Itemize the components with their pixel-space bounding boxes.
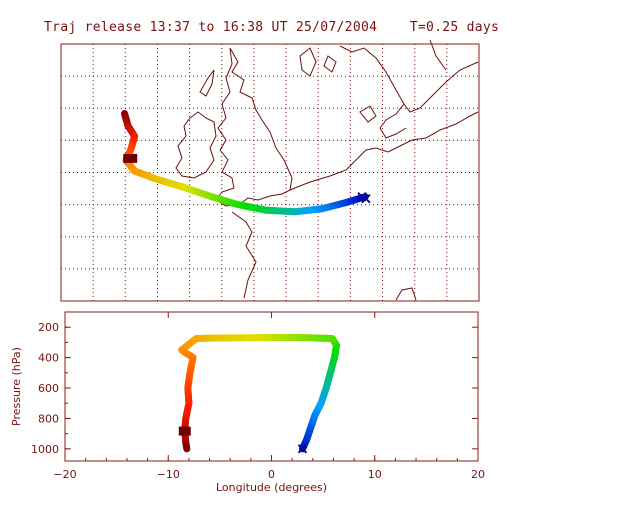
x-tick-label: 20 [471, 468, 485, 481]
coastline [429, 39, 447, 71]
coastline [231, 211, 257, 299]
coastline [323, 55, 337, 73]
coastline [359, 105, 377, 123]
x-tick-label: 0 [268, 468, 275, 481]
y-tick-label: 200 [38, 321, 59, 334]
coastline [395, 287, 417, 301]
coastline [379, 103, 407, 139]
x-axis-label: Longitude (degrees) [216, 481, 327, 494]
y-axis-label: Pressure (hPa) [10, 347, 23, 426]
coastline [175, 111, 217, 179]
coastline [199, 69, 215, 97]
y-tick-label: 1000 [31, 443, 59, 456]
map-frame [60, 43, 480, 302]
y-tick-label: 800 [38, 412, 59, 425]
x-tick-label: −10 [157, 468, 180, 481]
profile-start-marker [297, 444, 308, 454]
coastline [299, 47, 317, 77]
coastline [339, 45, 479, 113]
y-tick-label: 400 [38, 352, 59, 365]
map-start-marker [361, 193, 371, 204]
coastline [289, 111, 479, 191]
chart-title: Traj release 13:37 to 16:38 UT 25/07/200… [44, 20, 500, 35]
map-start-marker [357, 191, 367, 202]
x-tick-label: 10 [368, 468, 382, 481]
map-end-marker [123, 153, 138, 163]
y-tick-label: 600 [38, 382, 59, 395]
coastline [215, 47, 293, 207]
profile-end-marker [178, 426, 191, 436]
x-tick-label: −20 [53, 468, 76, 481]
